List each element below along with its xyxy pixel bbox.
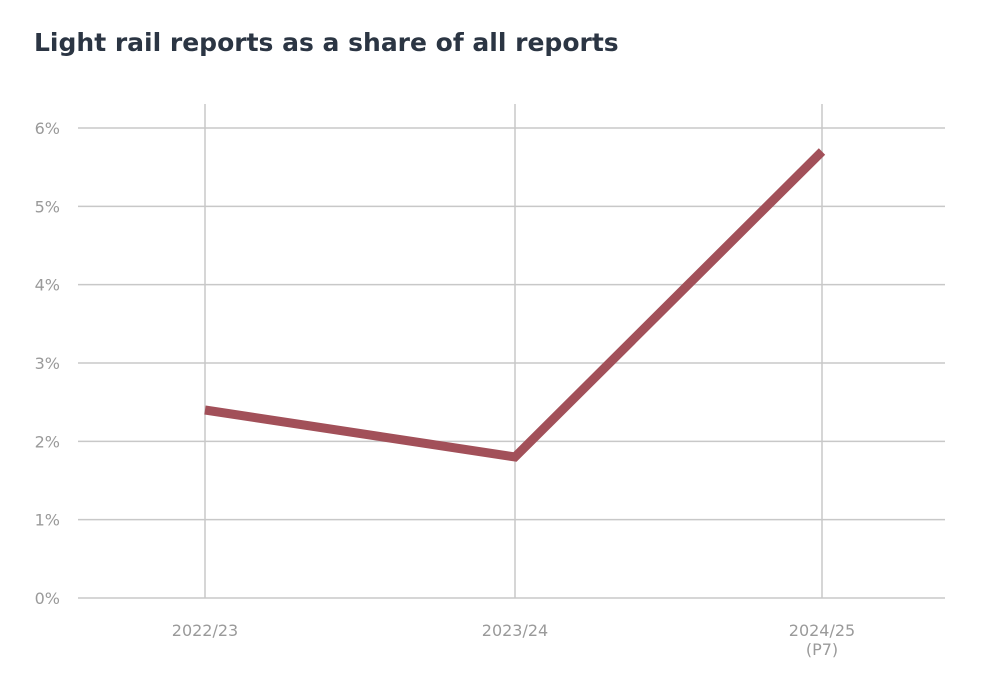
series-layer	[204, 148, 826, 462]
series-line	[204, 148, 826, 462]
grid-layer	[78, 104, 945, 599]
y-tick-label: 2%	[35, 432, 60, 451]
x-tick-label: 2022/23	[172, 621, 238, 640]
y-tick-label: 0%	[35, 589, 60, 608]
chart-title: Light rail reports as a share of all rep…	[34, 28, 619, 57]
x-tick-label: 2023/24	[482, 621, 548, 640]
y-tick-label: 5%	[35, 197, 60, 216]
x-tick-label: 2024/25 (P7)	[789, 621, 855, 659]
y-tick-label: 4%	[35, 276, 60, 295]
axis-layer: 0% 1% 2% 3% 4% 5% 6% 2022/23 2023/24 2024/25 (P7)	[35, 119, 856, 659]
y-tick-label: 6%	[35, 119, 60, 138]
y-tick-label: 1%	[35, 511, 60, 530]
y-tick-label: 3%	[35, 354, 60, 373]
